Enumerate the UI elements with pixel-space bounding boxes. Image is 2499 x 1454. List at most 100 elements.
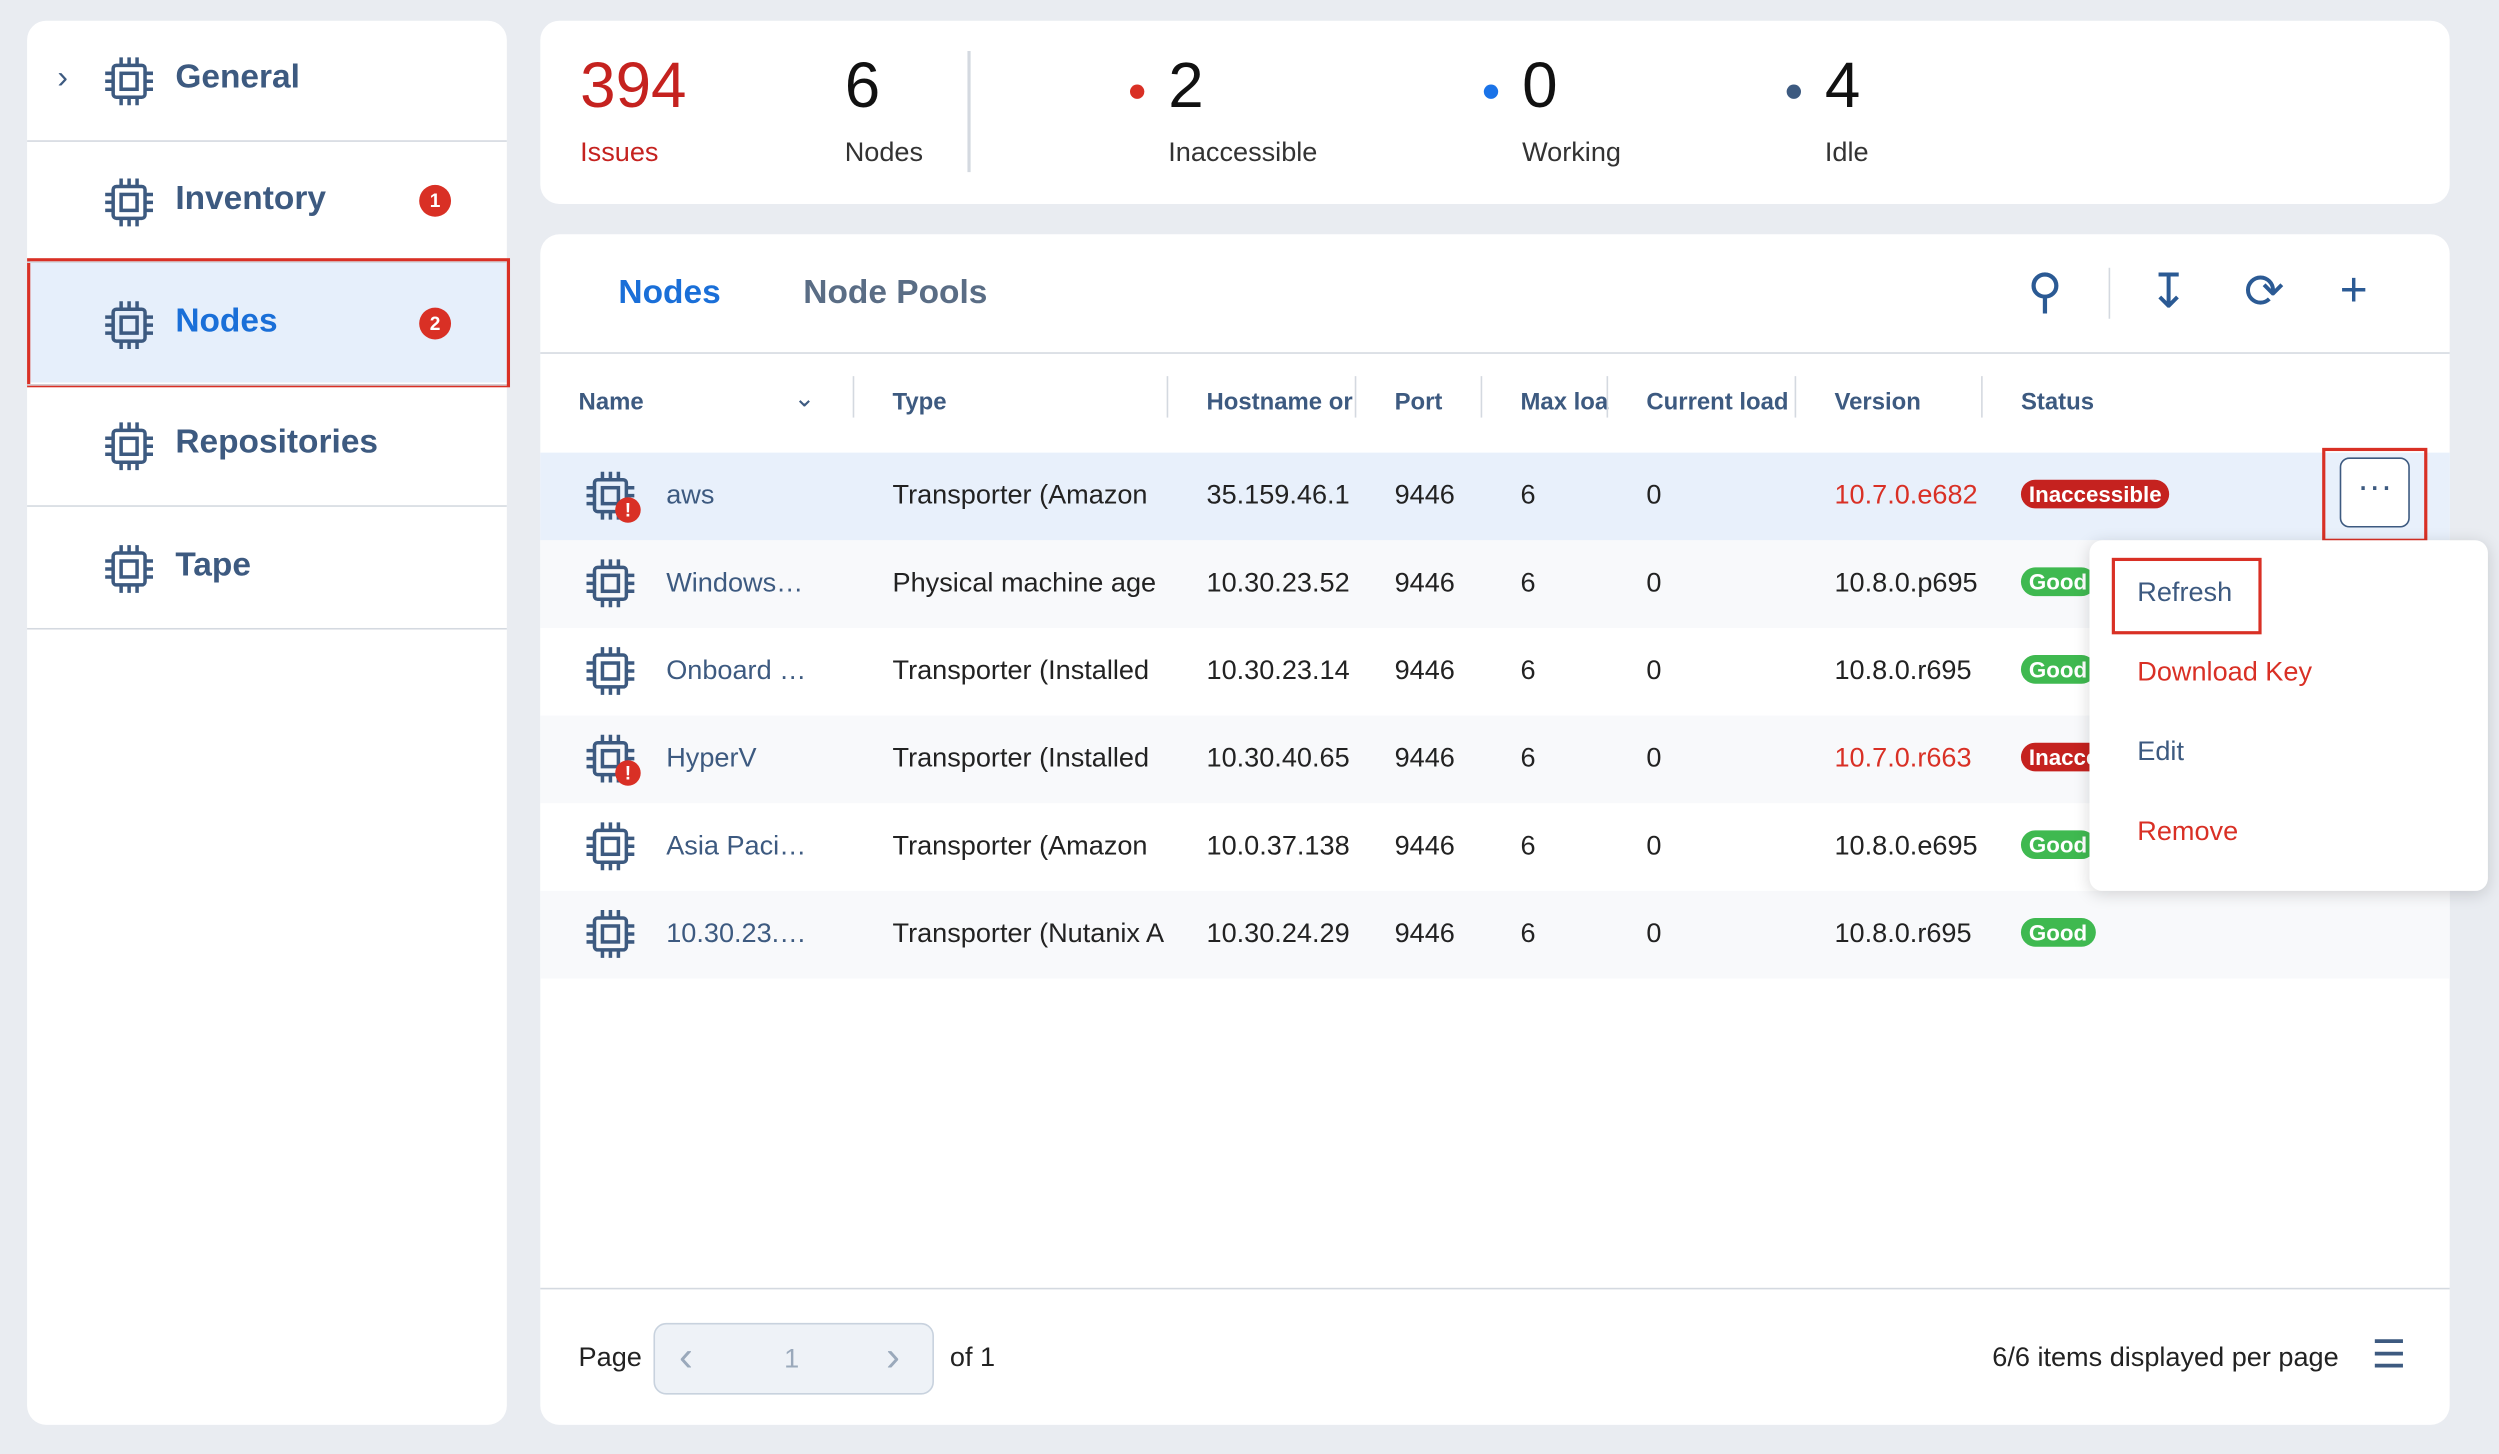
settings-button[interactable]: ☰ (2371, 1334, 2406, 1378)
divider (27, 140, 507, 142)
cell[interactable]: Windows… (666, 567, 804, 598)
sidebar-item[interactable]: Tape (175, 546, 251, 584)
toolbar-sep (2108, 267, 2111, 319)
cell: 6 (1520, 655, 1536, 686)
cell: Transporter (Nutanix A (892, 918, 1165, 949)
menu-item[interactable]: Edit (2137, 736, 2184, 767)
cell: 10.30.40.65 (1206, 742, 1350, 773)
node-icon: ! (583, 469, 641, 531)
cell: Transporter (Installed (892, 655, 1150, 686)
sidebar-icon (102, 175, 156, 237)
cell: 6 (1520, 830, 1536, 861)
cell: 9446 (1394, 479, 1455, 511)
sort-icon[interactable]: ⌄ (793, 385, 816, 413)
next-button[interactable]: › (886, 1332, 900, 1381)
node-icon (583, 556, 637, 618)
divider (27, 505, 507, 507)
column-sep (1166, 376, 1169, 418)
column-header[interactable]: Name (578, 388, 644, 416)
cell: 6 (1520, 918, 1536, 949)
sidebar-item[interactable]: General (175, 58, 300, 96)
column-header[interactable]: Max loa (1520, 388, 1609, 416)
stat-value: 2 (1168, 51, 1204, 122)
cell: 10.30.24.29 (1206, 918, 1350, 949)
cell: Physical machine age (892, 567, 1157, 598)
cell: 10.0.37.138 (1206, 830, 1350, 861)
stat-value: 4 (1824, 51, 1861, 122)
download-button[interactable]: ↧ (2148, 266, 2189, 319)
add-button[interactable]: + (2339, 264, 2368, 318)
divider (27, 384, 507, 386)
menu-item[interactable]: Remove (2137, 816, 2239, 847)
menu-item[interactable]: Download Key (2137, 656, 2313, 687)
badge: 1 (419, 184, 452, 217)
status-dot (1483, 84, 1499, 99)
sidebar-item[interactable]: Inventory (175, 180, 326, 217)
cell: 9446 (1394, 655, 1455, 686)
cell[interactable]: HyperV (666, 742, 757, 773)
cell[interactable]: 10.30.23.… (666, 918, 807, 949)
cell: 10.8.0.p695 (1834, 567, 1978, 598)
cell: 6 (1520, 479, 1536, 511)
tab[interactable]: Nodes (618, 274, 721, 311)
divider (27, 261, 507, 263)
cell[interactable]: aws (666, 479, 715, 511)
column-header[interactable]: Port (1394, 388, 1443, 416)
cell: Transporter (Amazon (892, 479, 1148, 511)
column-sep (1794, 376, 1797, 418)
cell: 35.159.46.1 (1206, 479, 1350, 511)
cell: 9446 (1394, 567, 1455, 598)
search-button[interactable]: ⚲ (2027, 266, 2063, 319)
table-row[interactable] (540, 890, 2450, 979)
divider (540, 352, 2450, 354)
stat-label: Nodes (844, 137, 924, 168)
column-sep (1354, 376, 1357, 418)
column-header[interactable]: Hostname or (1206, 388, 1353, 416)
status-tag: Good (2020, 655, 2096, 684)
page-label: Page (578, 1341, 642, 1373)
node-icon: ! (583, 732, 641, 794)
refresh-box (2111, 557, 2262, 635)
stat-value: 6 (844, 51, 881, 122)
cell: 10.8.0.r695 (1834, 655, 1972, 686)
cell[interactable]: Asia Paci… (666, 830, 807, 861)
pager[interactable] (653, 1322, 934, 1395)
column-header[interactable]: Version (1834, 388, 1921, 416)
column-sep (1981, 376, 1983, 418)
menu-item[interactable]: Refresh (2137, 576, 2233, 608)
divider (27, 627, 507, 630)
stat-label: Inaccessible (1168, 137, 1318, 168)
cell: 0 (1646, 567, 1662, 598)
items-info: 6/6 items displayed per page (1992, 1341, 2339, 1373)
status-dot (1130, 84, 1145, 99)
stat-value: 394 (580, 51, 687, 122)
status-tag: Good (2020, 918, 2096, 947)
stats-card (540, 20, 2450, 205)
cell: 9446 (1394, 918, 1455, 949)
expand-arrow[interactable]: › (57, 60, 69, 96)
cell: 10.30.23.14 (1206, 655, 1350, 686)
status-tag: Inaccessible (2020, 479, 2170, 509)
more-button[interactable]: ··· (2339, 457, 2410, 528)
sidebar-item[interactable]: Repositories (175, 423, 379, 461)
sidebar-item[interactable]: Nodes (175, 302, 278, 340)
cell: 9446 (1394, 742, 1455, 773)
column-header[interactable]: Type (892, 388, 947, 416)
cell: 0 (1646, 830, 1662, 861)
cell: 0 (1646, 479, 1662, 511)
column-header[interactable]: Status (2020, 388, 2095, 416)
refresh-button[interactable]: ⟳ (2244, 266, 2285, 319)
sidebar (27, 20, 507, 1425)
cell: 10.7.0.e682 (1834, 479, 1978, 511)
cell: 10.8.0.r695 (1834, 918, 1972, 949)
prev-button[interactable]: ‹ (678, 1332, 693, 1381)
node-icon (583, 907, 637, 969)
cell: 10.7.0.r663 (1834, 742, 1972, 773)
tab[interactable]: Node Pools (803, 274, 988, 311)
cell: 6 (1520, 742, 1536, 773)
column-sep (852, 376, 855, 418)
column-header[interactable]: Current load (1646, 388, 1789, 416)
cell[interactable]: Onboard … (666, 655, 807, 686)
status-dot (1786, 84, 1801, 99)
